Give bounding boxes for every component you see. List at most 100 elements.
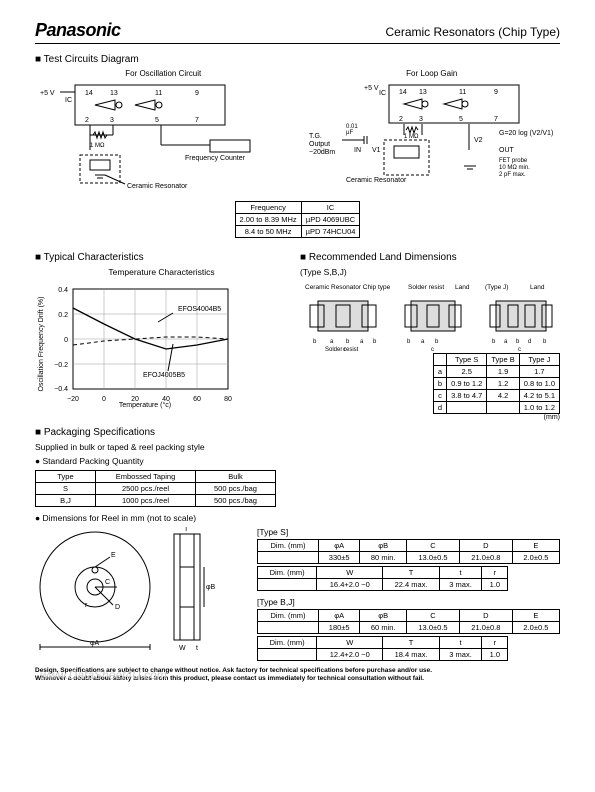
brand-logo: Panasonic (35, 20, 121, 41)
svg-text:0: 0 (102, 396, 106, 403)
svg-text:Output: Output (309, 141, 330, 148)
svg-text:7: 7 (195, 117, 199, 124)
svg-text:c: c (518, 347, 521, 351)
svg-text:−20dBm: −20dBm (309, 149, 335, 156)
svg-text:2: 2 (399, 116, 403, 123)
svg-text:0.2: 0.2 (58, 312, 68, 319)
svg-text:3: 3 (419, 116, 423, 123)
svg-text:13: 13 (110, 90, 118, 97)
svg-text:80: 80 (224, 396, 232, 403)
svg-text:60: 60 (193, 396, 201, 403)
page-header: Panasonic Ceramic Resonators (Chip Type) (35, 20, 560, 44)
svg-text:14: 14 (85, 90, 93, 97)
svg-text:IN: IN (354, 147, 361, 154)
packing-table: Type Embossed Taping Bulk S2500 pcs./ree… (35, 470, 276, 507)
svg-text:0.4: 0.4 (58, 287, 68, 294)
svg-text:10 MΩ min.: 10 MΩ min. (499, 165, 530, 171)
type-bj-title: [Type B,J] (257, 597, 560, 607)
svg-text:3: 3 (110, 117, 114, 124)
reel-dims-title: Dimensions for Reel in mm (not to scale) (35, 513, 560, 523)
svg-text:d: d (528, 339, 531, 345)
svg-text:−20: −20 (67, 396, 79, 403)
svg-text:b: b (543, 339, 547, 345)
loop-title: For Loop Gain (304, 69, 561, 78)
section-typical: Typical Characteristics (35, 252, 288, 263)
svg-text:11: 11 (459, 89, 466, 96)
land-col: Recommended Land Dimensions (Type S,B,J)… (300, 246, 560, 421)
loop-gain-circuit-svg: +5 V IC 1413 119 23 57 T.G. Output −20dB… (304, 80, 554, 195)
svg-text:b: b (435, 339, 439, 345)
freq-ic-table: FrequencyIC 2.00 to 8.39 MHzµPD 4069UBC … (235, 201, 361, 238)
oscillation-circuit: For Oscillation Circuit +5 V IC 14 13 11… (35, 69, 292, 197)
land-table: Type S Type B Type J a2.51.91.7 b0.9 to … (433, 353, 560, 414)
reel-row: E C D r φA T φB W t [Type S] Dim. (mm)φA… (35, 527, 560, 661)
svg-text:IC: IC (379, 90, 386, 97)
packaging-sub: Supplied in bulk or taped & reel packing… (35, 442, 560, 452)
svg-text:b: b (346, 339, 350, 345)
svg-text:9: 9 (195, 90, 199, 97)
svg-text:Solder resist: Solder resist (325, 347, 359, 351)
svg-text:Ceramic Resonator: Ceramic Resonator (127, 183, 188, 190)
reel-front-svg: E C D r φA (35, 527, 160, 652)
svg-text:Solder resist: Solder resist (408, 284, 444, 291)
svg-text:5: 5 (155, 117, 159, 124)
svg-text:+5 V: +5 V (364, 85, 379, 92)
svg-text:C: C (105, 579, 110, 586)
svg-text:14: 14 (399, 89, 407, 96)
circuit-diagrams-row: For Oscillation Circuit +5 V IC 14 13 11… (35, 69, 560, 197)
temp-chart-title: Temperature Characteristics (35, 267, 288, 277)
svg-text:T.G.: T.G. (309, 133, 322, 140)
typical-and-land-row: Typical Characteristics Temperature Char… (35, 246, 560, 421)
svg-text:t: t (196, 645, 198, 652)
reel-diagram: E C D r φA T φB W t (35, 527, 245, 661)
svg-text:2: 2 (85, 117, 89, 124)
loop-gain-circuit: For Loop Gain +5 V IC 1413 119 23 57 T.G… (304, 69, 561, 197)
typical-col: Typical Characteristics Temperature Char… (35, 246, 288, 421)
svg-text:7: 7 (494, 116, 498, 123)
svg-text:φA: φA (90, 640, 100, 647)
svg-text:EFOJ4005B5: EFOJ4005B5 (143, 372, 185, 379)
std-packing-title: Standard Packing Quantity (35, 456, 560, 466)
svg-text:T: T (184, 527, 189, 533)
svg-text:b: b (516, 339, 520, 345)
reel-side-svg: T φB W t (164, 527, 219, 652)
svg-text:9: 9 (494, 89, 498, 96)
svg-text:−0.4: −0.4 (54, 386, 68, 393)
reel-tables: [Type S] Dim. (mm)φAφBCDE 330±580 min.13… (257, 527, 560, 661)
svg-text:E: E (111, 552, 116, 559)
svg-text:13: 13 (419, 89, 427, 96)
svg-text:c: c (431, 347, 434, 351)
osc-title: For Oscillation Circuit (35, 69, 292, 78)
svg-text:IC: IC (65, 97, 72, 104)
svg-text:1 MΩ: 1 MΩ (404, 134, 419, 140)
svg-text:0: 0 (64, 337, 68, 344)
land-unit: (mm) (300, 414, 560, 421)
svg-text:b: b (492, 339, 496, 345)
svg-text:b: b (373, 339, 377, 345)
watermark: www.DataSheet4U.com (40, 668, 167, 682)
svg-text:µF: µF (346, 130, 353, 136)
svg-text:−0.2: −0.2 (54, 362, 68, 369)
svg-text:b: b (407, 339, 411, 345)
svg-text:(Type J): (Type J) (485, 284, 508, 291)
type-s-table-1: Dim. (mm)φAφBCDE 330±580 min.13.0±0.521.… (257, 539, 560, 564)
page-title: Ceramic Resonators (Chip Type) (385, 25, 560, 39)
land-diagrams: Ceramic Resonator Chip type Solder resis… (300, 281, 560, 351)
svg-text:φB: φB (206, 584, 216, 591)
svg-text:1 MΩ: 1 MΩ (90, 143, 105, 149)
svg-text:V1: V1 (372, 147, 381, 154)
svg-text:Oscillation Frequency Drift (%: Oscillation Frequency Drift (%) (38, 297, 45, 392)
section-test-circuits: Test Circuits Diagram (35, 54, 560, 65)
svg-text:Land: Land (455, 284, 470, 291)
svg-text:Frequency Counter: Frequency Counter (185, 155, 246, 162)
svg-text:FET probe: FET probe (499, 158, 528, 164)
land-type-note: (Type S,B,J) (300, 267, 560, 277)
temp-chart: 0.4 0.2 0 −0.2 −0.4 −20 0 20 40 60 80 EF… (35, 279, 245, 409)
type-bj-table-2: Dim. (mm)WTtr 12.4+2.0 −018.4 max.3 max.… (257, 636, 508, 661)
svg-text:b: b (313, 339, 317, 345)
type-s-table-2: Dim. (mm)WTtr 16.4+2.0 −022.4 max.3 max.… (257, 566, 508, 591)
svg-text:W: W (179, 645, 186, 652)
svg-text:V2: V2 (474, 137, 483, 144)
svg-text:EFOS4004B5: EFOS4004B5 (178, 306, 221, 313)
svg-text:G=20 log (V2/V1): G=20 log (V2/V1) (499, 130, 553, 137)
